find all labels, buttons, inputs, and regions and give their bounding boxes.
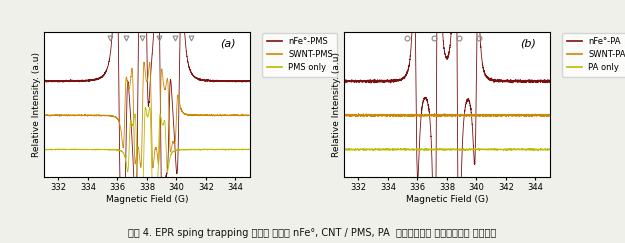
Y-axis label: Relative Intensity. (a.u): Relative Intensity. (a.u) [332, 52, 341, 157]
Legend: nFe°-PA, SWNT-PA, PA only: nFe°-PA, SWNT-PA, PA only [562, 33, 625, 77]
Text: 그림 4. EPR sping trapping 기법을 활용한 nFe°, CNT / PMS, PA  시스템에서의 산화라디칼종 모니터링: 그림 4. EPR sping trapping 기법을 활용한 nFe°, C… [128, 228, 497, 238]
Legend: nFe°-PMS, SWNT-PMS, PMS only: nFe°-PMS, SWNT-PMS, PMS only [262, 33, 337, 77]
Text: (b): (b) [520, 39, 536, 49]
Y-axis label: Relative Intensity. (a.u): Relative Intensity. (a.u) [32, 52, 41, 157]
X-axis label: Magnetic Field (G): Magnetic Field (G) [406, 195, 488, 204]
Text: (a): (a) [220, 39, 236, 49]
X-axis label: Magnetic Field (G): Magnetic Field (G) [106, 195, 188, 204]
